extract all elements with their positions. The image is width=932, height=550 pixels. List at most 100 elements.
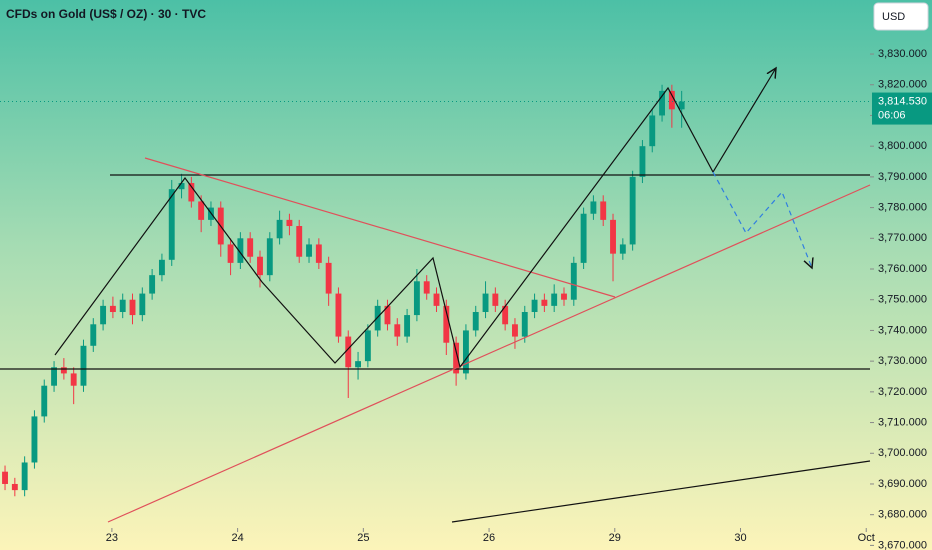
alt-path xyxy=(712,171,812,268)
candle-body xyxy=(90,324,97,346)
x-tick-label: 26 xyxy=(483,532,495,544)
trend-line xyxy=(451,460,871,523)
candle-body xyxy=(590,201,597,214)
y-tick-label: 3,750.000 xyxy=(878,294,927,306)
candle-body xyxy=(149,275,156,294)
candle-body xyxy=(668,90,675,110)
candle-body xyxy=(70,373,77,386)
y-tick-label: 3,770.000 xyxy=(878,232,927,244)
candle-body xyxy=(80,345,87,386)
annotations xyxy=(0,68,871,523)
candle-body xyxy=(345,336,352,368)
candle-body xyxy=(364,330,371,362)
x-tick-label: 30 xyxy=(734,532,746,544)
x-tick-label: 24 xyxy=(231,532,243,544)
candle-body xyxy=(629,176,636,245)
candle-body xyxy=(570,262,577,300)
candle-body xyxy=(472,312,479,331)
candle-body xyxy=(492,293,499,306)
candle-body xyxy=(306,244,312,257)
candle-body xyxy=(247,238,254,257)
candle-body xyxy=(482,293,489,313)
candle-body xyxy=(512,324,518,337)
x-tick-label: Oct xyxy=(858,532,875,544)
last-price-label: 3,814.530 xyxy=(878,95,927,107)
candle-body xyxy=(580,213,587,263)
candle-body xyxy=(227,244,234,263)
candle-body xyxy=(237,238,244,263)
currency-button[interactable]: USD xyxy=(873,2,929,31)
candle-body xyxy=(41,385,48,417)
candle-body xyxy=(168,189,175,260)
candle-body xyxy=(541,299,548,306)
candle-body xyxy=(139,293,146,316)
candle-body xyxy=(678,101,685,110)
candle-body xyxy=(335,293,342,337)
countdown: 06:06 xyxy=(878,109,906,121)
candle-body xyxy=(551,293,558,306)
y-tick-label: 3,790.000 xyxy=(878,171,927,183)
y-tick-label: 3,720.000 xyxy=(878,386,927,398)
y-tick-label: 3,690.000 xyxy=(878,478,927,490)
trend-line xyxy=(144,157,616,298)
y-tick-label: 3,670.000 xyxy=(878,539,927,550)
candle-body xyxy=(198,201,205,220)
candle-body xyxy=(659,90,665,116)
x-tick-label: 25 xyxy=(357,532,369,544)
candle-body xyxy=(619,244,626,254)
candle-body xyxy=(31,416,38,463)
candle-body xyxy=(158,259,165,276)
candle-body xyxy=(266,238,273,276)
candle-body xyxy=(639,146,646,177)
candle-body xyxy=(433,293,440,306)
candle-body xyxy=(325,262,332,294)
candle-body xyxy=(2,471,8,484)
candle-body xyxy=(531,299,538,313)
candle-body xyxy=(610,219,616,254)
candle-body xyxy=(51,367,58,386)
candle-body xyxy=(521,312,528,337)
candle-body xyxy=(286,219,293,227)
candle-body xyxy=(276,219,283,239)
candle-body xyxy=(423,281,430,294)
candle-body xyxy=(404,315,411,337)
y-tick-label: 3,740.000 xyxy=(878,324,927,336)
candle-body xyxy=(109,305,116,313)
candle-body xyxy=(129,299,136,316)
y-tick-label: 3,710.000 xyxy=(878,416,927,428)
candle-body xyxy=(21,462,28,491)
candle-body xyxy=(257,256,263,276)
y-tick-label: 3,800.000 xyxy=(878,140,927,152)
candle-body xyxy=(119,299,126,313)
x-tick-label: 29 xyxy=(609,532,621,544)
candle-body xyxy=(11,483,18,491)
candle-body xyxy=(462,330,469,374)
candle-body xyxy=(188,183,195,202)
y-tick-label: 3,760.000 xyxy=(878,263,927,275)
wave-path xyxy=(54,68,776,369)
y-tick-label: 3,820.000 xyxy=(878,79,927,91)
candle-body xyxy=(296,226,303,257)
y-tick-label: 3,730.000 xyxy=(878,355,927,367)
candle-body xyxy=(443,305,450,343)
candle-body xyxy=(60,367,67,374)
y-tick-label: 3,830.000 xyxy=(878,48,927,60)
candle-body xyxy=(561,293,567,300)
candle-body xyxy=(315,244,322,263)
chart-title: CFDs on Gold (US$ / OZ) · 30 · TVC xyxy=(6,7,206,21)
y-tick-label: 3,780.000 xyxy=(878,201,927,213)
currency[interactable]: USD xyxy=(882,11,905,23)
price-tag xyxy=(872,92,932,125)
button-box[interactable] xyxy=(873,2,929,31)
candle-body xyxy=(600,201,607,220)
candle-body xyxy=(413,281,420,316)
candle-body xyxy=(649,115,656,147)
trend-line xyxy=(107,184,871,523)
x-tick-label: 23 xyxy=(106,532,118,544)
candle-body xyxy=(355,361,361,368)
candle-body xyxy=(453,342,460,374)
candle-body xyxy=(100,305,107,325)
